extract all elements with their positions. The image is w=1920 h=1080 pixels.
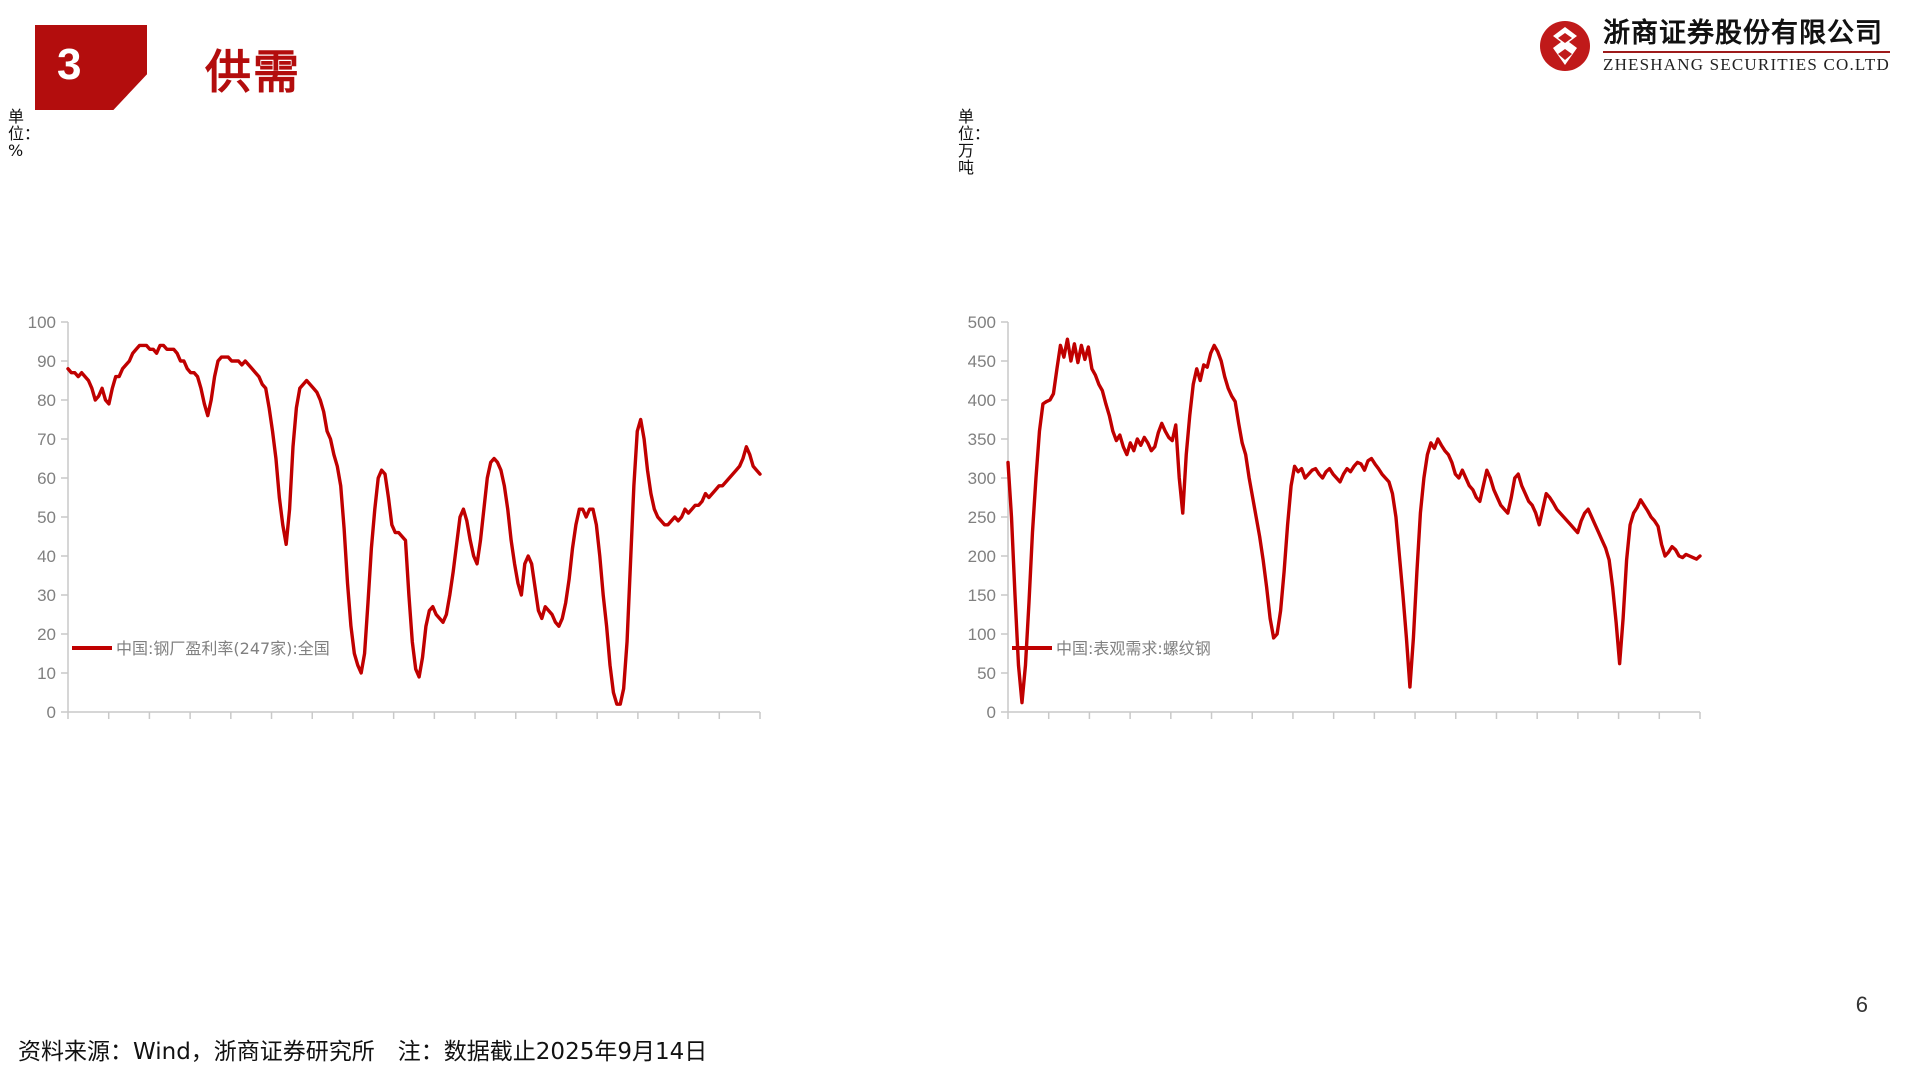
page-number: 6 <box>1855 992 1868 1017</box>
chart-right-x-ticks: 2020/1/12020/5/12020/9/12021/1/12021/5/1… <box>1007 712 1701 719</box>
zheshang-logo-mark <box>1540 21 1590 72</box>
y-axis-tick-label: 500 <box>968 313 996 332</box>
y-axis-tick-label: 250 <box>968 508 996 527</box>
y-axis-tick-label: 20 <box>37 625 56 644</box>
chart-right-legend-label: 中国:表观需求:螺纹钢 <box>1056 639 1211 658</box>
chart-right-series-line <box>1006 337 1702 705</box>
chart-right-legend: 中国:表观需求:螺纹钢 <box>1012 639 1211 658</box>
y-axis-tick-label: 400 <box>968 391 996 410</box>
y-axis-tick-label: 150 <box>968 586 996 605</box>
chart-left-svg: 0 10 20 30 40 50 60 70 80 90 100 2020/1/12020/5/12… <box>28 313 762 720</box>
y-axis-tick-label: 450 <box>968 352 996 371</box>
page-title: 供需 <box>205 45 301 99</box>
y-axis-tick-label: 30 <box>37 586 56 605</box>
y-axis-tick-label: 60 <box>37 469 56 488</box>
chart-left-series-line <box>66 343 762 706</box>
y-axis-tick-label: 80 <box>37 391 56 410</box>
chart-right-y-ticks: 0 50 100 150 200 250 300 350 400 450 500 <box>968 313 1008 720</box>
y-axis-tick-label: 40 <box>37 547 56 566</box>
y-axis-tick-label: 70 <box>37 430 56 449</box>
company-logo: 浙商证券股份有限公司 ZHESHANG SECURITIES CO.LTD <box>1539 18 1890 75</box>
y-axis-tick-label: 0 <box>47 703 56 720</box>
chart-left-y-ticks: 0 10 20 30 40 50 60 70 80 90 100 <box>28 313 68 720</box>
y-axis-tick-label: 200 <box>968 547 996 566</box>
y-axis-tick-label: 100 <box>28 313 56 332</box>
chart-steel-mill-profit-rate: 0 10 20 30 40 50 60 70 80 90 100 2020/1/12020/5/12… <box>10 300 950 720</box>
chart-rebar-apparent-demand: 0 50 100 150 200 250 300 350 400 450 500 2020/1/12… <box>950 300 1900 720</box>
logo-name-cn: 浙商证券股份有限公司 <box>1603 18 1890 54</box>
y-axis-tick-label: 90 <box>37 352 56 371</box>
chart-left-legend: 中国:钢厂盈利率(247家):全国 <box>72 639 330 658</box>
y-axis-tick-label: 50 <box>977 664 996 683</box>
chart-right-unit-label: 单位：万吨 <box>958 107 991 177</box>
y-axis-tick-label: 0 <box>987 703 996 720</box>
y-axis-tick-label: 50 <box>37 508 56 527</box>
y-axis-tick-label: 100 <box>968 625 996 644</box>
chart-left-x-ticks: 2020/1/12020/5/12020/9/12021/1/12021/5/1… <box>67 712 761 719</box>
chart-left-legend-label: 中国:钢厂盈利率(247家):全国 <box>116 639 330 658</box>
y-axis-tick-label: 10 <box>37 664 56 683</box>
y-axis-tick-label: 300 <box>968 469 996 488</box>
source-note: 资料来源：Wind，浙商证券研究所 注：数据截止2025年9月14日 <box>18 1039 708 1065</box>
chart-left-unit-label: 单位：% <box>8 107 41 160</box>
y-axis-tick-label: 350 <box>968 430 996 449</box>
section-number-badge: 3 <box>35 25 147 110</box>
chart-right-svg: 0 50 100 150 200 250 300 350 400 450 500 2020/1/12… <box>968 313 1702 720</box>
logo-name-en: ZHESHANG SECURITIES CO.LTD <box>1603 55 1890 75</box>
section-number: 3 <box>57 39 82 89</box>
